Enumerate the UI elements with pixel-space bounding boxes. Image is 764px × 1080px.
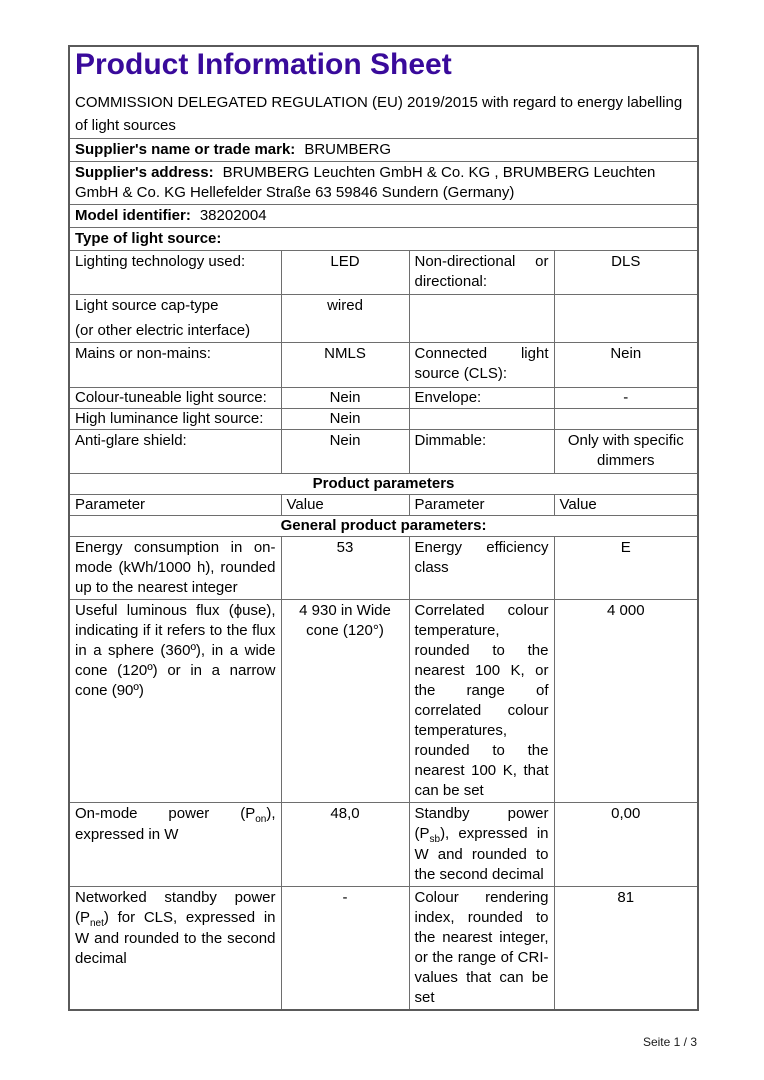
param-label: [408, 294, 555, 343]
type-of-light-source-row: Type of light source:: [68, 227, 699, 251]
general-parameters-title: General product parameters:: [68, 515, 699, 537]
param-label-line2: (or other electric interface): [75, 322, 251, 339]
column-header-value: Value: [280, 494, 410, 516]
table-row: Lighting technology used: LED Non-direct…: [68, 250, 699, 295]
model-identifier-value: 38202004: [199, 207, 267, 224]
regulation-subtitle: COMMISSION DELEGATED REGULATION (EU) 201…: [75, 94, 683, 134]
table-row: Networked standby power (Pnet) for CLS, …: [68, 886, 699, 1011]
type-of-light-source-label: Type of light source:: [75, 230, 222, 247]
model-identifier-cell: Model identifier: 38202004: [68, 204, 699, 228]
page-title: Product Information Sheet: [75, 48, 452, 81]
param-value: Only with specific dimmers: [553, 429, 699, 474]
table-row: Colour-tuneable light source: Nein Envel…: [68, 387, 699, 409]
supplier-address-label: Supplier's address:: [75, 164, 214, 181]
param-label-line1: Light source cap-type: [75, 297, 219, 314]
param-value: Nein: [280, 429, 410, 474]
param-value: LED: [280, 250, 410, 295]
param-value: DLS: [553, 250, 699, 295]
param-value: 81: [553, 886, 699, 1011]
column-header-parameter: Parameter: [68, 494, 282, 516]
param-value: 53: [280, 536, 410, 600]
param-value: [553, 408, 699, 430]
param-value: 4 000: [553, 599, 699, 803]
param-label: Envelope:: [408, 387, 555, 409]
param-value: -: [553, 387, 699, 409]
column-header-value: Value: [553, 494, 699, 516]
param-value: Nein: [553, 342, 699, 388]
subscript: on: [255, 814, 267, 825]
param-label: Non-directional or directional:: [408, 250, 555, 295]
page-number: Seite 1 / 3: [642, 1035, 697, 1049]
section-header-row: Product parameters: [68, 473, 699, 495]
subscript: net: [90, 918, 104, 929]
param-value: Nein: [280, 408, 410, 430]
param-label: Dimmable:: [408, 429, 555, 474]
param-label: Mains or non-mains:: [68, 342, 282, 388]
param-label: On-mode power (Pon), expressed in W: [68, 802, 282, 887]
param-value: 0,00: [553, 802, 699, 887]
supplier-name-row: Supplier's name or trade mark: BRUMBERG: [68, 138, 699, 162]
param-label: High luminance light source:: [68, 408, 282, 430]
column-header-parameter: Parameter: [408, 494, 555, 516]
model-identifier-label: Model identifier:: [75, 207, 191, 224]
param-label: Anti-glare shield:: [68, 429, 282, 474]
table-row: On-mode power (Pon), expressed in W 48,0…: [68, 802, 699, 887]
supplier-address-row: Supplier's address: BRUMBERG Leuchten Gmb…: [68, 161, 699, 205]
param-label: [408, 408, 555, 430]
param-label: Networked standby power (Pnet) for CLS, …: [68, 886, 282, 1011]
product-info-table: Product Information Sheet COMMISSION DEL…: [68, 45, 700, 1011]
param-value: E: [553, 536, 699, 600]
table-row: Energy consumption in on-mode (kWh/1000 …: [68, 536, 699, 600]
param-label: Energy consumption in on-mode (kWh/1000 …: [68, 536, 282, 600]
table-row: Light source cap-type (or other electric…: [68, 294, 699, 343]
param-value: Nein: [280, 387, 410, 409]
product-information-sheet: Product Information Sheet COMMISSION DEL…: [68, 45, 700, 1049]
supplier-address-cell: Supplier's address: BRUMBERG Leuchten Gmb…: [68, 161, 699, 205]
param-value: [553, 294, 699, 343]
param-value: NMLS: [280, 342, 410, 388]
title-cell: Product Information Sheet COMMISSION DEL…: [68, 45, 699, 139]
subscript: sb: [429, 834, 441, 845]
param-value: 48,0: [280, 802, 410, 887]
param-label: Useful luminous flux (ϕuse), indicating …: [68, 599, 282, 803]
table-row: Mains or non-mains: NMLS Connected light…: [68, 342, 699, 388]
supplier-name-label: Supplier's name or trade mark:: [75, 141, 296, 158]
supplier-name-cell: Supplier's name or trade mark: BRUMBERG: [68, 138, 699, 162]
param-value: 4 930 in Wide cone (120°): [280, 599, 410, 803]
title-row: Product Information Sheet COMMISSION DEL…: [68, 45, 699, 139]
param-value: wired: [280, 294, 410, 343]
param-label: Colour-tuneable light source:: [68, 387, 282, 409]
param-label: Correlated colour temperature, rounded t…: [408, 599, 555, 803]
column-header-row: Parameter Value Parameter Value: [68, 494, 699, 516]
section-title: Product parameters: [68, 473, 699, 495]
table-row: Useful luminous flux (ϕuse), indicating …: [68, 599, 699, 803]
param-label: Lighting technology used:: [68, 250, 282, 295]
param-label: Light source cap-type (or other electric…: [68, 294, 282, 343]
param-label: Energy efficiency class: [408, 536, 555, 600]
type-of-light-source-cell: Type of light source:: [68, 227, 699, 251]
supplier-name-value: BRUMBERG: [304, 141, 391, 158]
param-label: Colour rendering index, rounded to the n…: [408, 886, 555, 1011]
table-row: High luminance light source: Nein: [68, 408, 699, 430]
table-row: Anti-glare shield: Nein Dimmable: Only w…: [68, 429, 699, 474]
model-identifier-row: Model identifier: 38202004: [68, 204, 699, 228]
param-label: Connected light source (CLS):: [408, 342, 555, 388]
section-header-row: General product parameters:: [68, 515, 699, 537]
param-label: Standby power (Psb), expressed in W and …: [408, 802, 555, 887]
param-value: -: [280, 886, 410, 1011]
supplier-address-value: BRUMBERG Leuchten GmbH & Co. KG , BRUMBE…: [75, 164, 656, 201]
